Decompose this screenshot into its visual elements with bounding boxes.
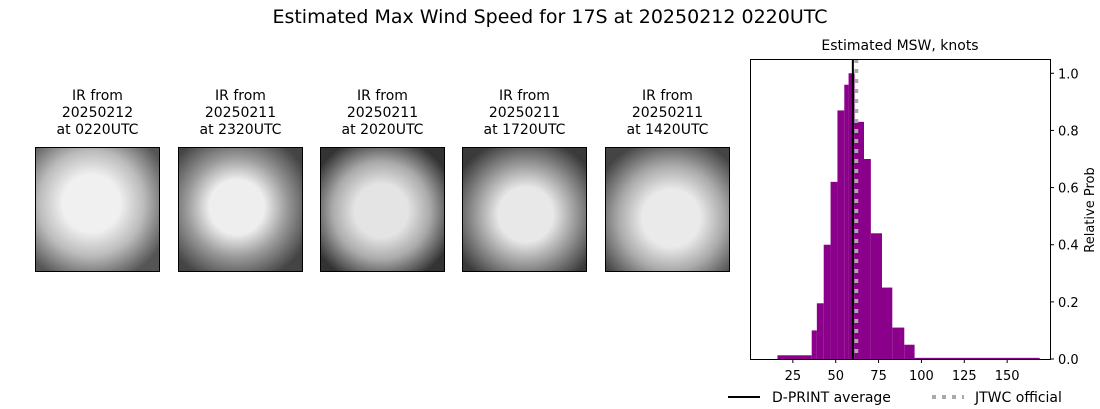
ir-panel: IR from 20250211 at 2320UTC bbox=[178, 88, 303, 272]
caption-date: 20250212 bbox=[61, 105, 134, 121]
caption-time: at 0220UTC bbox=[56, 122, 139, 138]
histogram-bar bbox=[823, 244, 831, 359]
ir-satellite-image bbox=[320, 147, 445, 272]
histogram-bar bbox=[914, 357, 1040, 359]
histogram-bar bbox=[892, 327, 905, 359]
histogram-bar bbox=[837, 110, 845, 359]
ir-caption: IR from 20250212 at 0220UTC bbox=[35, 88, 160, 143]
histogram-bar bbox=[830, 181, 838, 359]
histogram-bar bbox=[844, 84, 849, 359]
caption-date: 20250211 bbox=[346, 105, 419, 121]
ir-caption: IR from 20250211 at 2020UTC bbox=[320, 88, 445, 143]
x-tick-label: 100 bbox=[909, 369, 934, 384]
ir-panel: IR from 20250211 at 1420UTC bbox=[605, 88, 730, 272]
legend-jtwc: JTWC official bbox=[974, 390, 1062, 406]
ir-satellite-image bbox=[605, 147, 730, 272]
ir-panel: IR from 20250211 at 2020UTC bbox=[320, 88, 445, 272]
y-tick-label: 0.4 bbox=[1058, 239, 1079, 254]
axes-frame bbox=[750, 59, 1051, 360]
caption-line: IR from bbox=[499, 88, 550, 104]
caption-date: 20250211 bbox=[488, 105, 561, 121]
x-tick-label: 125 bbox=[952, 369, 977, 384]
histogram-bar bbox=[854, 121, 864, 359]
caption-time: at 1420UTC bbox=[626, 122, 709, 138]
histogram-bar bbox=[870, 233, 882, 359]
caption-line: IR from bbox=[72, 88, 123, 104]
chart-title: Estimated MSW, knots bbox=[821, 38, 978, 54]
legend-dprint: D-PRINT average bbox=[772, 390, 891, 406]
ir-caption: IR from 20250211 at 1420UTC bbox=[605, 88, 730, 143]
y-tick-label: 0.6 bbox=[1058, 182, 1079, 197]
histogram-bar bbox=[777, 355, 812, 359]
histogram-bar bbox=[848, 73, 855, 360]
x-tick-label: 150 bbox=[995, 369, 1020, 384]
caption-line: IR from bbox=[215, 88, 266, 104]
y-tick-label: 0.0 bbox=[1058, 353, 1079, 368]
ir-caption: IR from 20250211 at 2320UTC bbox=[178, 88, 303, 143]
x-tick-label: 75 bbox=[870, 369, 887, 384]
y-tick-label: 1.0 bbox=[1058, 67, 1079, 82]
y-axis-label: Relative Prob bbox=[1083, 167, 1098, 252]
ir-satellite-image bbox=[35, 147, 160, 272]
caption-date: 20250211 bbox=[631, 105, 704, 121]
x-tick-label: 25 bbox=[785, 369, 802, 384]
histogram-bar bbox=[816, 303, 824, 359]
y-tick-label: 0.8 bbox=[1058, 124, 1079, 139]
histogram-bar bbox=[864, 159, 871, 359]
caption-time: at 2020UTC bbox=[341, 122, 424, 138]
ir-satellite-image bbox=[178, 147, 303, 272]
ir-satellite-image bbox=[462, 147, 587, 272]
caption-time: at 1720UTC bbox=[483, 122, 566, 138]
figure-title: Estimated Max Wind Speed for 17S at 2025… bbox=[272, 6, 828, 28]
caption-line: IR from bbox=[357, 88, 408, 104]
histogram-bar bbox=[904, 344, 915, 359]
y-tick-label: 0.2 bbox=[1058, 296, 1079, 311]
histogram-bar bbox=[811, 330, 817, 359]
legend: D-PRINT average JTWC official bbox=[728, 390, 1062, 406]
ir-panel: IR from 20250211 at 1720UTC bbox=[462, 88, 587, 272]
ir-panel: IR from 20250212 at 0220UTC bbox=[35, 88, 160, 272]
caption-line: IR from bbox=[642, 88, 693, 104]
caption-time: at 2320UTC bbox=[199, 122, 282, 138]
x-tick-label: 50 bbox=[827, 369, 844, 384]
ir-caption: IR from 20250211 at 1720UTC bbox=[462, 88, 587, 143]
histogram-bar bbox=[882, 287, 893, 359]
caption-date: 20250211 bbox=[204, 105, 277, 121]
